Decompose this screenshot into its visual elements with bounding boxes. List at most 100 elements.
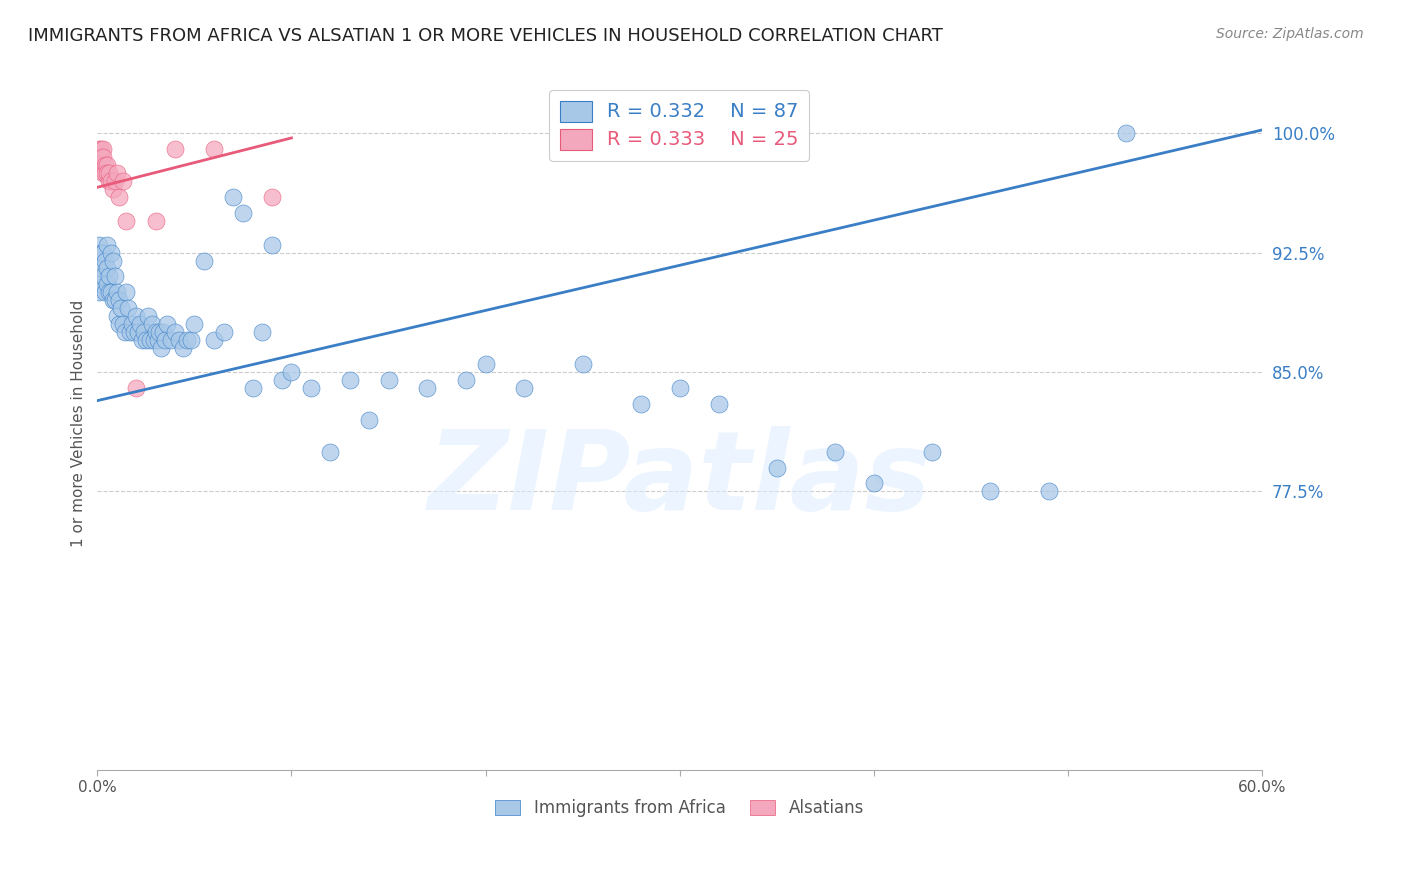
Point (212, 325, 235, 339)
Point (89, 237, 111, 252)
Point (474, 357, 496, 371)
Point (163, 325, 186, 339)
Point (89, 150, 111, 164)
Point (105, 310, 128, 324)
Point (107, 190, 129, 204)
Point (114, 325, 136, 339)
Point (139, 333, 162, 347)
Point (270, 373, 292, 387)
Point (319, 444, 342, 458)
Point (145, 325, 167, 339)
Point (94, 158, 117, 172)
Point (377, 373, 399, 387)
Point (94, 285, 117, 300)
Point (202, 142, 225, 156)
Legend: Immigrants from Africa, Alsatians: Immigrants from Africa, Alsatians (488, 793, 870, 824)
Point (202, 333, 225, 347)
Point (105, 166, 128, 180)
Point (89, 142, 111, 156)
Point (222, 190, 245, 204)
Point (167, 333, 190, 347)
Point (260, 237, 283, 252)
Point (513, 381, 536, 395)
Point (172, 341, 194, 355)
Point (141, 317, 163, 331)
Point (242, 381, 264, 395)
Point (979, 484, 1001, 499)
Point (862, 476, 884, 491)
Point (299, 381, 322, 395)
Point (96, 158, 118, 172)
Text: IMMIGRANTS FROM AFRICA VS ALSATIAN 1 OR MORE VEHICLES IN HOUSEHOLD CORRELATION C: IMMIGRANTS FROM AFRICA VS ALSATIAN 1 OR … (28, 27, 943, 45)
Point (105, 285, 128, 300)
Point (180, 333, 202, 347)
Point (456, 373, 478, 387)
Point (107, 317, 129, 331)
Point (101, 253, 124, 268)
Point (101, 182, 124, 196)
Y-axis label: 1 or more Vehicles in Household: 1 or more Vehicles in Household (72, 300, 86, 548)
Point (90, 245, 112, 260)
Point (96, 237, 118, 252)
Point (91, 166, 114, 180)
Point (359, 413, 381, 427)
Point (120, 325, 142, 339)
Text: ZIPatlas: ZIPatlas (427, 425, 932, 533)
Point (339, 373, 361, 387)
Point (416, 381, 439, 395)
Point (104, 269, 127, 284)
Point (100, 174, 122, 188)
Point (136, 310, 159, 324)
Point (101, 293, 124, 308)
Point (280, 365, 302, 379)
Point (132, 325, 155, 339)
Point (98, 285, 121, 300)
Point (152, 325, 174, 339)
Point (129, 317, 152, 331)
Point (630, 397, 652, 411)
Point (176, 333, 198, 347)
Point (96, 277, 118, 292)
Point (148, 325, 170, 339)
Point (668, 381, 690, 395)
Point (150, 341, 173, 355)
Point (121, 317, 143, 331)
Point (90, 277, 112, 292)
Point (91, 142, 114, 156)
Point (115, 285, 138, 300)
Point (707, 397, 730, 411)
Point (260, 190, 283, 204)
Point (91, 269, 114, 284)
Point (145, 213, 167, 227)
Point (1038, 484, 1060, 499)
Point (115, 213, 138, 227)
Point (163, 142, 186, 156)
Point (1115, 126, 1137, 140)
Point (96, 261, 118, 276)
Point (131, 333, 153, 347)
Point (183, 317, 205, 331)
Point (125, 310, 148, 324)
Text: Source: ZipAtlas.com: Source: ZipAtlas.com (1216, 27, 1364, 41)
Point (765, 460, 787, 475)
Point (104, 293, 127, 308)
Point (104, 174, 127, 188)
Point (125, 381, 148, 395)
Point (96, 166, 118, 180)
Point (252, 325, 274, 339)
Point (155, 333, 177, 347)
Point (89, 285, 111, 300)
Point (100, 285, 122, 300)
Point (90, 261, 112, 276)
Point (232, 206, 254, 220)
Point (98, 269, 121, 284)
Point (193, 253, 215, 268)
Point (571, 357, 593, 371)
Point (107, 293, 129, 308)
Point (94, 253, 117, 268)
Point (824, 444, 846, 458)
Point (98, 166, 121, 180)
Point (91, 150, 114, 164)
Point (122, 325, 145, 339)
Point (127, 325, 149, 339)
